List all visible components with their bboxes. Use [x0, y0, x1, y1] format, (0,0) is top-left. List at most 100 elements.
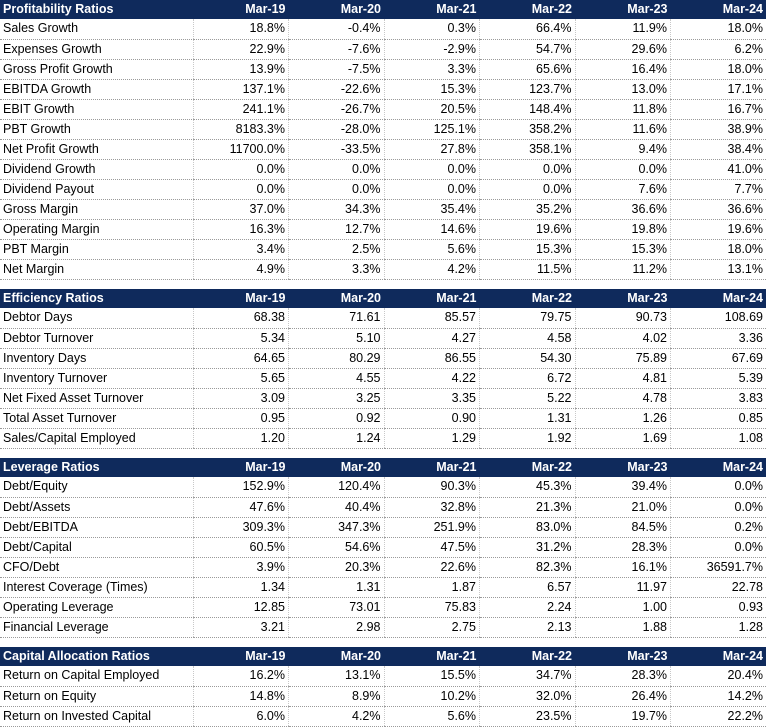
- metric-value: -26.7%: [289, 99, 385, 119]
- metric-value: 35.4%: [384, 199, 480, 219]
- metric-value: 86.55: [384, 348, 480, 368]
- metric-value: 7.6%: [575, 179, 671, 199]
- year-header: Mar-22: [480, 0, 576, 19]
- metric-value: 16.1%: [575, 557, 671, 577]
- metric-value: 18.0%: [671, 59, 766, 79]
- year-header: Mar-19: [193, 289, 289, 308]
- metric-value: 1.20: [193, 428, 289, 448]
- metric-value: -33.5%: [289, 139, 385, 159]
- metric-value: -22.6%: [289, 79, 385, 99]
- metric-value: -28.0%: [289, 119, 385, 139]
- metric-value: 20.4%: [671, 666, 766, 686]
- metric-value: 4.27: [384, 328, 480, 348]
- metric-value: 9.4%: [575, 139, 671, 159]
- metric-value: 38.4%: [671, 139, 766, 159]
- metric-value: 4.22: [384, 368, 480, 388]
- metric-value: 75.83: [384, 597, 480, 617]
- metric-value: 3.35: [384, 388, 480, 408]
- metric-value: 2.75: [384, 617, 480, 637]
- metric-value: 17.1%: [671, 79, 766, 99]
- metric-value: 3.83: [671, 388, 766, 408]
- metric-value: 2.98: [289, 617, 385, 637]
- year-header: Mar-23: [575, 458, 671, 477]
- metric-value: 148.4%: [480, 99, 576, 119]
- metric-value: 16.2%: [193, 666, 289, 686]
- metric-value: 5.10: [289, 328, 385, 348]
- metric-label: Net Profit Growth: [0, 139, 193, 159]
- metric-value: 11.6%: [575, 119, 671, 139]
- metric-value: 1.92: [480, 428, 576, 448]
- metric-label: Return on Capital Employed: [0, 666, 193, 686]
- metric-value: 5.65: [193, 368, 289, 388]
- metric-label: Total Asset Turnover: [0, 408, 193, 428]
- metric-value: 347.3%: [289, 517, 385, 537]
- metric-value: 4.58: [480, 328, 576, 348]
- section-title: Capital Allocation Ratios: [0, 647, 193, 666]
- metric-value: 1.88: [575, 617, 671, 637]
- year-header: Mar-19: [193, 0, 289, 19]
- year-header: Mar-19: [193, 458, 289, 477]
- metric-label: Dividend Growth: [0, 159, 193, 179]
- metric-value: 32.0%: [480, 686, 576, 706]
- metric-value: 35.2%: [480, 199, 576, 219]
- metric-value: 137.1%: [193, 79, 289, 99]
- metric-value: 84.5%: [575, 517, 671, 537]
- metric-value: 0.0%: [384, 159, 480, 179]
- metric-value: 1.26: [575, 408, 671, 428]
- metric-value: 1.31: [289, 577, 385, 597]
- year-header: Mar-22: [480, 647, 576, 666]
- metric-value: 152.9%: [193, 477, 289, 497]
- metric-value: 90.73: [575, 308, 671, 328]
- metric-value: 29.6%: [575, 39, 671, 59]
- metric-value: 11700.0%: [193, 139, 289, 159]
- metric-value: 5.6%: [384, 706, 480, 726]
- metric-value: 27.8%: [384, 139, 480, 159]
- metric-value: 0.3%: [384, 19, 480, 39]
- metric-value: -7.5%: [289, 59, 385, 79]
- metric-value: 11.9%: [575, 19, 671, 39]
- metric-value: 5.34: [193, 328, 289, 348]
- metric-value: 39.4%: [575, 477, 671, 497]
- metric-value: 34.3%: [289, 199, 385, 219]
- metric-value: 64.65: [193, 348, 289, 368]
- metric-value: 22.2%: [671, 706, 766, 726]
- metric-value: 22.78: [671, 577, 766, 597]
- metric-value: 23.5%: [480, 706, 576, 726]
- metric-value: 3.3%: [384, 59, 480, 79]
- metric-value: 68.38: [193, 308, 289, 328]
- metric-label: Sales/Capital Employed: [0, 428, 193, 448]
- metric-value: 0.0%: [671, 477, 766, 497]
- metric-label: Sales Growth: [0, 19, 193, 39]
- metric-label: CFO/Debt: [0, 557, 193, 577]
- year-header: Mar-20: [289, 289, 385, 308]
- metric-value: 16.7%: [671, 99, 766, 119]
- metric-label: Net Margin: [0, 259, 193, 279]
- metric-value: 13.1%: [289, 666, 385, 686]
- year-header: Mar-23: [575, 0, 671, 19]
- metric-label: Inventory Turnover: [0, 368, 193, 388]
- metric-label: Debtor Days: [0, 308, 193, 328]
- metric-value: -7.6%: [289, 39, 385, 59]
- metric-value: 0.95: [193, 408, 289, 428]
- metric-value: 19.6%: [671, 219, 766, 239]
- metric-label: Return on Invested Capital: [0, 706, 193, 726]
- metric-value: 3.3%: [289, 259, 385, 279]
- metric-value: 14.2%: [671, 686, 766, 706]
- metric-value: 5.6%: [384, 239, 480, 259]
- metric-value: 11.5%: [480, 259, 576, 279]
- metric-value: 1.31: [480, 408, 576, 428]
- metric-label: PBT Growth: [0, 119, 193, 139]
